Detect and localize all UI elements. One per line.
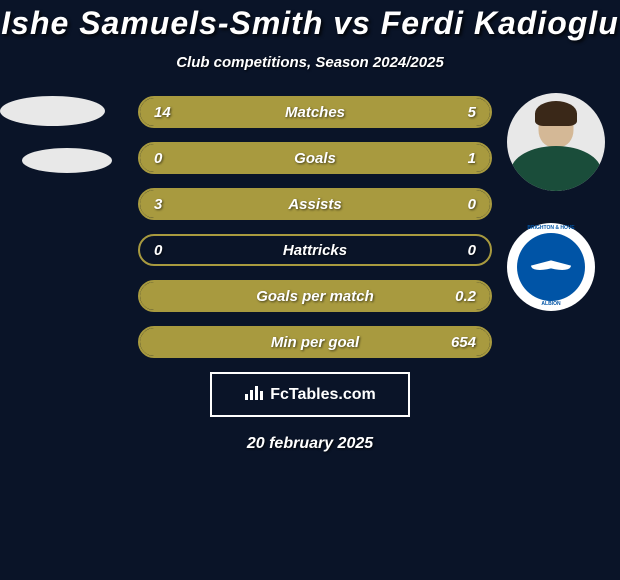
stat-label: Goals per match: [256, 288, 374, 305]
footer-brand-text: FcTables.com: [270, 386, 376, 404]
player-right-column: BRIGHTON & HOVE ALBION: [507, 93, 605, 311]
player-left-avatar: [0, 96, 112, 173]
stats-list: 14 Matches 5 0 Goals 1 3 Assists 0 0 Hat…: [138, 96, 492, 358]
club-badge: BRIGHTON & HOVE ALBION: [507, 223, 595, 311]
stat-label: Min per goal: [271, 334, 359, 351]
stat-value-right: 5: [468, 104, 476, 121]
stat-value-right: 0: [468, 196, 476, 213]
date-text: 20 february 2025: [0, 435, 620, 453]
stat-row: 0 Hattricks 0: [138, 234, 492, 266]
stat-value-right: 1: [468, 150, 476, 167]
stat-value-left: 0: [154, 150, 162, 167]
avatar-placeholder-1: [0, 96, 105, 126]
stat-value-left: 0: [154, 242, 162, 259]
badge-text-top: BRIGHTON & HOVE: [507, 225, 595, 231]
stat-label: Goals: [294, 150, 336, 167]
seagull-icon: [531, 258, 571, 276]
stat-row: 3 Assists 0: [138, 188, 492, 220]
page-title: Ishe Samuels-Smith vs Ferdi Kadioglu: [0, 5, 620, 42]
stat-label: Assists: [288, 196, 341, 213]
stat-value-right: 0: [468, 242, 476, 259]
stat-value-right: 654: [451, 334, 476, 351]
stat-label: Hattricks: [283, 242, 347, 259]
stat-row: 0 Goals 1: [138, 142, 492, 174]
stat-label: Matches: [285, 104, 345, 121]
stat-value-left: 14: [154, 104, 171, 121]
avatar-placeholder-2: [22, 148, 112, 173]
content-area: BRIGHTON & HOVE ALBION 14 Matches 5 0 Go…: [0, 96, 620, 358]
stat-value-left: 3: [154, 196, 162, 213]
subtitle: Club competitions, Season 2024/2025: [0, 54, 620, 71]
badge-text-bottom: ALBION: [507, 301, 595, 307]
stat-row: 14 Matches 5: [138, 96, 492, 128]
comparison-card: Ishe Samuels-Smith vs Ferdi Kadioglu Clu…: [0, 0, 620, 580]
stat-value-right: 0.2: [455, 288, 476, 305]
chart-icon: [244, 384, 264, 405]
stat-row: Goals per match 0.2: [138, 280, 492, 312]
player-right-photo: [507, 93, 605, 191]
club-badge-inner: [517, 233, 585, 301]
stat-row: Min per goal 654: [138, 326, 492, 358]
footer-logo: FcTables.com: [210, 372, 410, 417]
